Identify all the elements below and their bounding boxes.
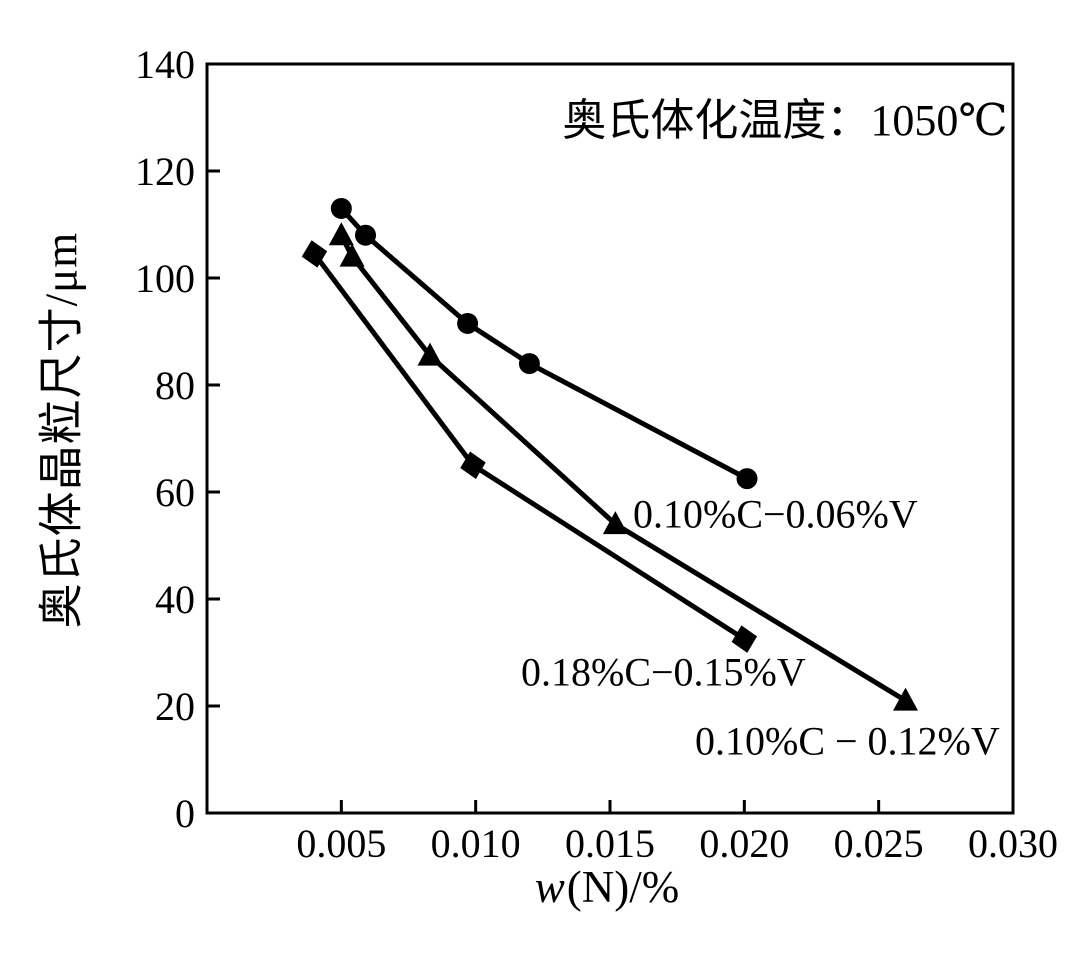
y-tick-label: 120 <box>135 149 195 194</box>
y-tick-label: 80 <box>155 363 195 408</box>
x-tick-label: 0.005 <box>296 821 386 866</box>
plot-border <box>205 62 1015 815</box>
y-tick-label: 100 <box>135 256 195 301</box>
circle-marker <box>355 224 377 246</box>
x-tick-label: 0.010 <box>431 821 521 866</box>
x-axis-title: w(N)/% <box>535 861 679 913</box>
y-tick-label: 0 <box>175 791 195 836</box>
series-line-0 <box>338 205 750 482</box>
y-tick-label: 40 <box>155 577 195 622</box>
y-tick-label: 140 <box>135 42 195 87</box>
diamond-marker <box>731 625 758 653</box>
series-label-010C-012V: 0.10%C − 0.12%V <box>695 718 1000 764</box>
x-tick-label: 0.025 <box>834 821 924 866</box>
triangle-marker <box>417 342 443 366</box>
x-tick-label: 0.015 <box>565 821 655 866</box>
series-label-010C-006V: 0.10%C−0.06%V <box>633 491 918 537</box>
circle-marker <box>457 312 479 334</box>
x-axis-title-units: (N)/% <box>566 862 680 912</box>
triangle-marker <box>893 687 919 711</box>
triangle-marker <box>339 243 365 267</box>
x-tick-label: 0.020 <box>699 821 789 866</box>
triangle-marker <box>328 222 354 246</box>
series-line-1 <box>338 232 909 704</box>
y-tick-label: 20 <box>155 684 195 729</box>
triangle-marker <box>602 511 628 535</box>
x-tick-label: 0.030 <box>968 821 1058 866</box>
circle-marker <box>518 353 540 375</box>
circle-marker <box>736 468 758 490</box>
y-tick-label: 60 <box>155 470 195 515</box>
circle-marker <box>330 197 352 219</box>
x-axis-title-symbol: w <box>534 862 565 912</box>
series-label-018C-015V: 0.18%C−0.15%V <box>521 649 806 695</box>
y-axis-title: 奥氏体晶粒尺寸/μm <box>36 231 87 629</box>
austenitizing-temperature-annotation: 奥氏体化温度：1050℃ <box>562 96 1008 145</box>
diamond-marker <box>460 451 486 479</box>
diamond-marker <box>301 240 328 268</box>
